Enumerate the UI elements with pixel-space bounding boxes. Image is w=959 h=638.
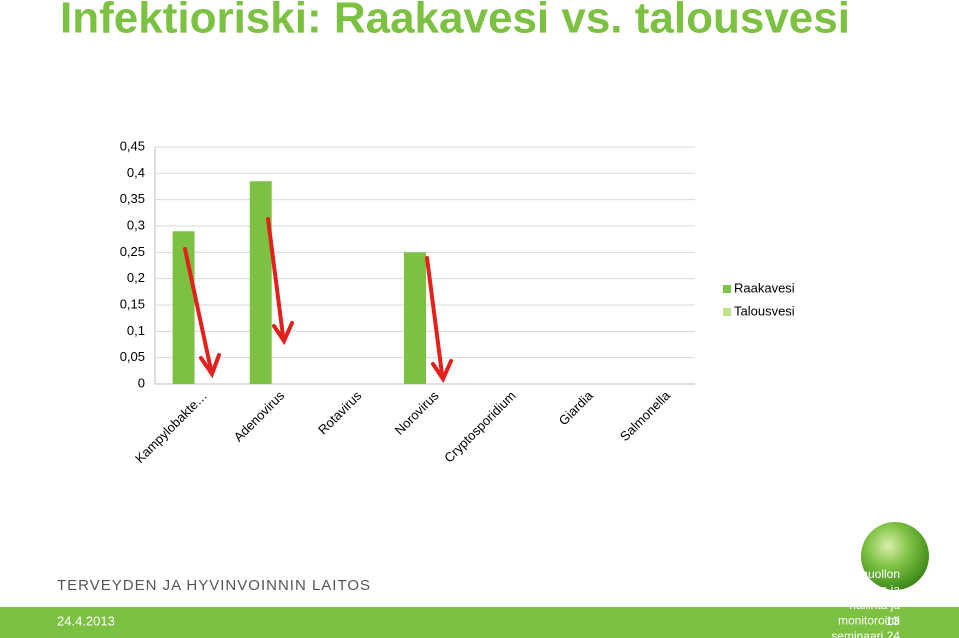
event-line: hallinta ja [849, 598, 900, 612]
y-tick-label: 0,45 [120, 138, 145, 153]
bar [404, 252, 426, 384]
legend-swatch [723, 285, 731, 293]
legend-label: Raakavesi [734, 280, 795, 295]
y-tick-label: 0 [138, 375, 145, 390]
bar [249, 181, 272, 384]
organization: TERVEYDEN JA HYVINVOINNIN LAITOS [57, 577, 371, 594]
legend-swatch [723, 308, 731, 316]
y-tick-label: 0,35 [120, 191, 145, 206]
arrow-head [272, 321, 294, 346]
slide-title: Infektioriski: Raakavesi vs. talousvesi [60, 0, 850, 43]
y-tick-label: 0,2 [127, 270, 145, 285]
arrow [425, 256, 444, 376]
y-tick-label: 0,3 [127, 217, 145, 232]
arrow [183, 247, 213, 372]
x-tick-label: Kampylobakte… [132, 388, 210, 466]
logo [861, 522, 929, 590]
date: 24.4.2013 [57, 613, 115, 628]
x-tick-label: Cryptosporidium [441, 388, 519, 466]
annotation-arrows [183, 217, 453, 384]
event-line: seminaari 24 [831, 629, 900, 638]
page-number: 13 [886, 614, 900, 628]
x-tick-label: Salmonella [617, 387, 674, 444]
footer-bar [0, 607, 959, 638]
y-tick-label: 0,1 [127, 323, 145, 338]
arrow-head [431, 359, 453, 384]
y-tick-label: 0,05 [120, 349, 145, 364]
arrow [266, 217, 285, 338]
legend-label: Talousvesi [734, 303, 795, 318]
x-tick-label: Norovirus [392, 388, 442, 438]
x-tick-label: Giardia [556, 387, 597, 428]
bar [172, 231, 195, 384]
event-line: esihuollon [846, 567, 900, 581]
y-tick-label: 0,25 [120, 244, 145, 259]
event-line: monitorointi [838, 614, 900, 628]
arrow-head [199, 353, 221, 379]
event-line: riskien ja [853, 583, 901, 597]
plot: 0 0,05 0,1 0,15 0,2 0,25 0,3 0,35 0,4 0,45 Kampylo… [120, 138, 795, 466]
x-tick-label: Adenovirus [231, 388, 288, 445]
y-tick-label: 0,15 [120, 296, 145, 311]
x-tick-label: Rotavirus [315, 388, 365, 438]
y-tick-label: 0,4 [127, 165, 145, 180]
